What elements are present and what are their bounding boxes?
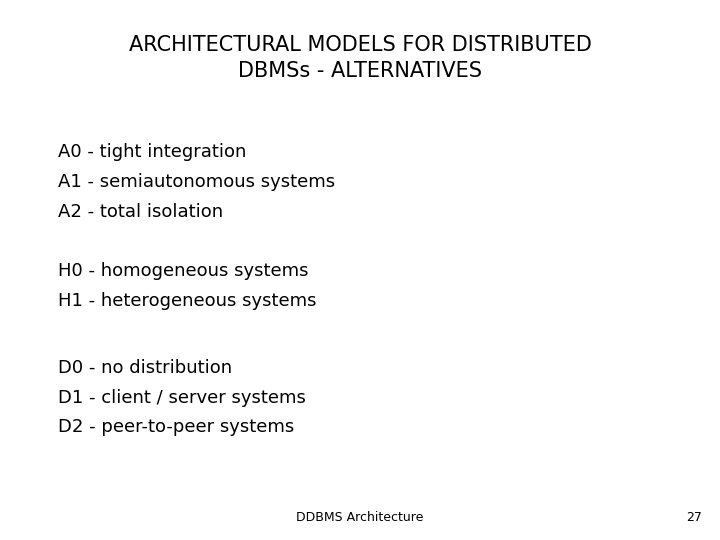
Text: DDBMS Architecture: DDBMS Architecture bbox=[297, 511, 423, 524]
Text: A0 - tight integration: A0 - tight integration bbox=[58, 143, 246, 161]
Text: H0 - homogeneous systems: H0 - homogeneous systems bbox=[58, 262, 308, 280]
Text: A1 - semiautonomous systems: A1 - semiautonomous systems bbox=[58, 173, 335, 191]
Text: ARCHITECTURAL MODELS FOR DISTRIBUTED
DBMSs - ALTERNATIVES: ARCHITECTURAL MODELS FOR DISTRIBUTED DBM… bbox=[129, 35, 591, 80]
Text: D0 - no distribution: D0 - no distribution bbox=[58, 359, 232, 377]
Text: 27: 27 bbox=[686, 511, 702, 524]
Text: D1 - client / server systems: D1 - client / server systems bbox=[58, 389, 305, 407]
Text: H1 - heterogeneous systems: H1 - heterogeneous systems bbox=[58, 292, 316, 309]
Text: A2 - total isolation: A2 - total isolation bbox=[58, 202, 222, 220]
Text: D2 - peer-to-peer systems: D2 - peer-to-peer systems bbox=[58, 418, 294, 436]
